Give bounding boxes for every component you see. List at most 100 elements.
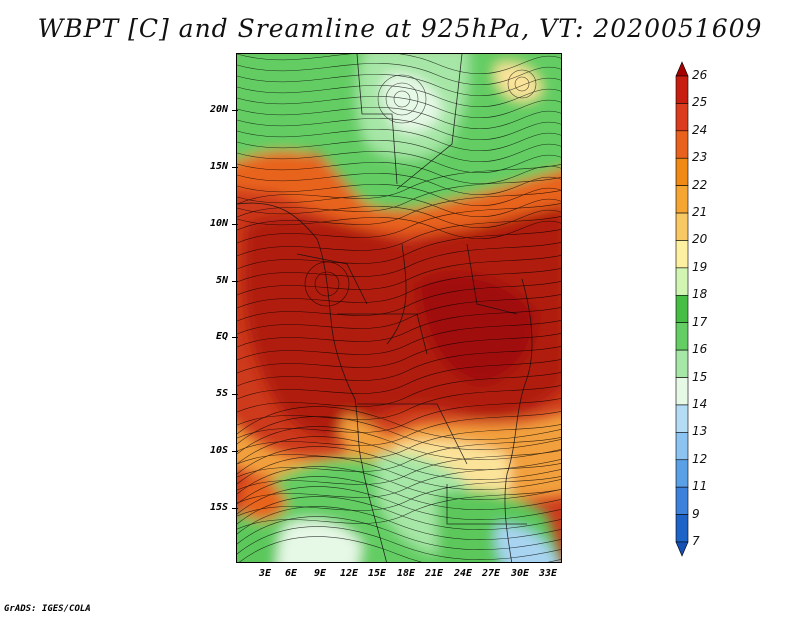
colorbar-swatch (675, 130, 689, 159)
lat-label-10s: 10S (188, 445, 238, 456)
streamline (237, 129, 561, 151)
colorbar-label: 24 (692, 122, 708, 137)
streamline (237, 242, 561, 283)
colorbar-arrow-top (675, 61, 689, 77)
streamline (237, 450, 561, 491)
colorbar-label: 15 (692, 369, 708, 384)
colorbar-label: 13 (692, 424, 708, 439)
colorbar-swatch (675, 432, 689, 461)
streamline (237, 424, 561, 465)
lat-label-15n: 15N (188, 161, 238, 172)
lat-label-20n: 20N (188, 104, 238, 115)
colorbar-label: 7 (692, 534, 700, 548)
streamline (237, 229, 561, 270)
streamline (237, 320, 561, 361)
colorbar-label: 12 (692, 451, 708, 466)
lat-label-15s: 15S (188, 502, 238, 513)
streamline (237, 184, 561, 206)
lon-label-6e: 6E (284, 568, 298, 579)
lon-label-3e: 3E (258, 568, 272, 579)
streamline (237, 281, 561, 322)
streamline (237, 456, 561, 490)
colorbar-swatch (675, 486, 689, 515)
streamline (237, 140, 561, 162)
lon-label-15e: 15E (367, 568, 387, 579)
colorbar-swatch (675, 157, 689, 186)
streamline (237, 63, 561, 85)
colorbar-swatch (675, 267, 689, 296)
map-title: WBPT [C] and Sreamline at 925hPa, VT: 20… (37, 14, 763, 43)
colorbar-swatch (675, 349, 689, 378)
colorbar-swatch (675, 459, 689, 488)
streamline (237, 85, 561, 107)
streamline (237, 476, 561, 510)
lat-label-10n: 10N (188, 218, 238, 229)
streamline (237, 206, 561, 228)
streamline (237, 526, 561, 560)
streamline (237, 426, 561, 460)
colorbar-label: 14 (692, 396, 708, 411)
streamline (237, 96, 561, 118)
streamline (237, 416, 561, 450)
lon-label-27e: 27E (481, 568, 501, 579)
colorbar-label: 9 (692, 506, 700, 521)
lon-label-33e: 33E (538, 568, 558, 579)
colorbar-label: 16 (692, 342, 708, 357)
colorbar-label: 20 (692, 232, 708, 247)
streamline (237, 398, 561, 439)
lon-label-21e: 21E (424, 568, 444, 579)
streamline (237, 177, 561, 218)
grads-credit: GrADS: IGES/COLA (4, 604, 91, 614)
lon-label-9e: 9E (313, 568, 327, 579)
streamline (237, 118, 561, 140)
lat-label-5s: 5S (188, 388, 238, 399)
streamline (237, 411, 561, 452)
lat-label-eq: EQ (188, 331, 238, 342)
lon-label-12e: 12E (339, 568, 359, 579)
streamline (237, 203, 561, 244)
streamline (237, 516, 561, 550)
streamline (385, 82, 419, 116)
colorbar-swatch (675, 240, 689, 269)
streamline (237, 333, 561, 374)
colorbar-swatch (675, 185, 689, 214)
streamline (237, 294, 561, 335)
streamline (237, 162, 561, 184)
colorbar-label: 17 (692, 314, 708, 329)
lon-label-18e: 18E (396, 568, 416, 579)
colorbar-label: 22 (692, 177, 708, 192)
colorbar-swatch (675, 75, 689, 104)
streamline (237, 446, 561, 480)
lon-label-24e: 24E (453, 568, 473, 579)
streamline (237, 486, 561, 520)
streamline (237, 359, 561, 400)
streamline (237, 437, 561, 478)
streamline (237, 54, 561, 74)
streamline (237, 372, 561, 413)
colorbar-label: 21 (692, 205, 708, 220)
streamline (237, 496, 561, 530)
colorbar-label: 25 (692, 95, 708, 110)
streamline (377, 74, 427, 124)
lon-label-30e: 30E (510, 568, 530, 579)
streamline (304, 261, 350, 307)
streamline (237, 385, 561, 426)
colorbar-swatch (675, 404, 689, 433)
colorbar-label: 26 (692, 68, 708, 82)
streamline (237, 466, 561, 500)
streamline (237, 216, 561, 257)
colorbar-arrow-bottom (675, 541, 689, 557)
streamline (237, 164, 561, 205)
streamline (237, 268, 561, 309)
streamline (237, 151, 561, 173)
streamline (237, 346, 561, 387)
streamline (237, 463, 561, 504)
streamline (507, 69, 537, 99)
colorbar-swatch (675, 377, 689, 406)
streamline (314, 271, 340, 297)
colorbar-swatch (675, 212, 689, 241)
streamline (237, 74, 561, 96)
streamline (237, 255, 561, 296)
colorbar-label: 19 (692, 259, 708, 274)
